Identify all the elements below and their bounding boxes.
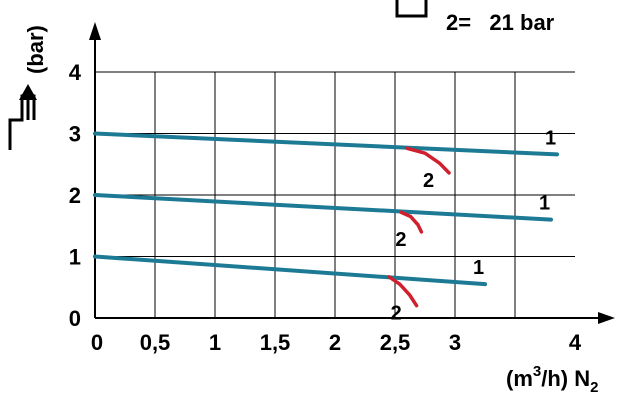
pressure-outlet-icon [8, 94, 36, 150]
series-1-label: 1 [545, 127, 556, 149]
upward-arrow-icon [19, 84, 37, 120]
series-2-curve [405, 146, 451, 175]
series-1-line [93, 131, 559, 157]
series-1-label: 1 [473, 257, 484, 279]
x-tick-label: 2 [329, 330, 341, 355]
legend-text: 2= 21 bar [446, 10, 555, 35]
x-tick-label: 2,5 [380, 330, 411, 355]
series-lines: 1 1 1 2 2 2 [93, 127, 559, 325]
tick-labels: 0 0,5 1 1,5 2 2,5 3 4 0 1 2 3 4 [69, 60, 582, 355]
y-tick-label: 1 [69, 245, 81, 270]
y-axis-label: (bar) [23, 25, 48, 74]
series-1-line [93, 254, 487, 287]
grid-lines [95, 71, 575, 318]
x-axis-label-sup: 3 [533, 363, 541, 380]
y-tick-label: 3 [69, 122, 81, 147]
x-axis-arrow-icon [598, 312, 615, 324]
series-2-label: 2 [395, 229, 406, 251]
series-2-curve [399, 210, 424, 234]
axes [89, 22, 615, 324]
x-axis-label-mid: /h) N [541, 366, 590, 391]
legend-box-icon [395, 0, 428, 18]
y-tick-label: 4 [69, 60, 82, 85]
series-2-label: 2 [391, 303, 402, 325]
series-2-label: 2 [423, 170, 434, 192]
x-axis-label-main: (m [506, 366, 533, 391]
x-tick-label: 4 [569, 330, 582, 355]
x-tick-label: 0,5 [140, 330, 171, 355]
y-tick-label: 2 [69, 183, 81, 208]
x-tick-label: 0 [91, 330, 103, 355]
x-tick-label: 3 [449, 330, 461, 355]
x-axis-label: (m3/h) N2 [506, 363, 598, 395]
y-axis-arrow-icon [89, 22, 101, 40]
series-1-label: 1 [539, 193, 550, 215]
x-axis-label-sub: 2 [590, 379, 598, 395]
x-tick-label: 1 [209, 330, 221, 355]
y-tick-label: 0 [69, 306, 81, 331]
x-tick-label: 1,5 [260, 330, 291, 355]
series-1-line [93, 193, 553, 222]
series-2-curve [387, 275, 419, 308]
